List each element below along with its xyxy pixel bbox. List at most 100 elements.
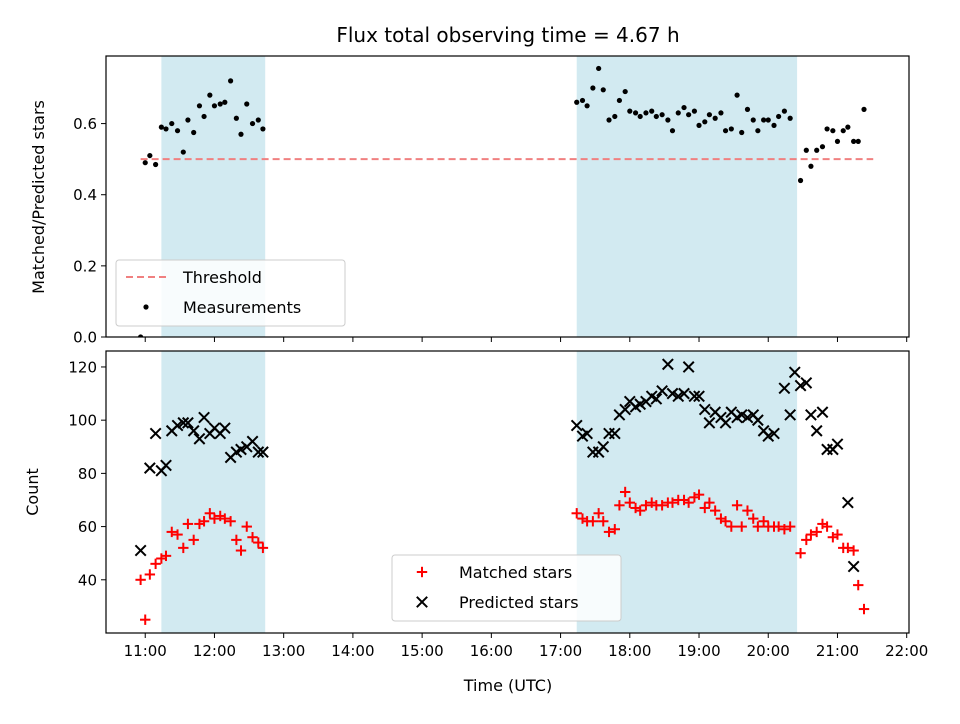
- x-tick-label: 17:00: [539, 642, 582, 660]
- measurements-point: [776, 113, 782, 120]
- matched-stars-point: [135, 574, 146, 585]
- predicted-stars-point: [570, 419, 583, 432]
- measurements-point: [153, 161, 159, 168]
- predicted-stars-point: [805, 408, 817, 421]
- measurements-point: [722, 128, 729, 134]
- measurements-point: [233, 115, 239, 121]
- matched-stars-point: [619, 486, 631, 498]
- measurements-point: [238, 131, 244, 137]
- predicted-stars-point: [794, 379, 807, 392]
- matched-stars-point: [231, 534, 242, 546]
- legend-marker: [143, 304, 149, 310]
- measurements-point: [260, 126, 266, 132]
- matched-stars-point: [140, 614, 151, 625]
- matched-stars-point: [598, 516, 609, 527]
- matched-stars-point: [795, 547, 806, 559]
- measurements-point: [787, 115, 793, 121]
- x-tick-label: 16:00: [470, 642, 513, 660]
- legend: Threshold Measurements: [115, 259, 346, 327]
- measurements-point: [158, 124, 164, 130]
- predicted-stars-point: [831, 438, 844, 451]
- legend-label: Measurements: [183, 298, 301, 317]
- axes-frame: [105, 350, 910, 634]
- matched-stars-point: [842, 542, 854, 554]
- matched-stars-point: [748, 513, 759, 524]
- matched-stars-point: [634, 505, 646, 516]
- measurements-point: [819, 144, 826, 150]
- count-panel: 11:00 12:00 13:00 14:00 15:00 16:00 17:00 18:00…: [68, 350, 928, 660]
- matched-stars-point: [784, 521, 796, 532]
- predicted-stars-point: [597, 440, 610, 453]
- measurements-point: [718, 110, 724, 116]
- predicted-stars-point: [693, 390, 705, 403]
- matched-stars-point: [166, 526, 177, 538]
- matched-stars-point: [603, 526, 615, 538]
- measurements-point: [196, 103, 203, 109]
- x-tick-label: 21:00: [816, 642, 859, 660]
- measurements-point: [781, 108, 787, 114]
- observing-span: [576, 56, 798, 337]
- predicted-stars-point: [735, 408, 748, 421]
- y-tick-label: 0.0: [73, 329, 97, 347]
- matched-stars-point: [587, 516, 599, 527]
- y-tick-label: 80: [78, 465, 97, 483]
- matched-stars-point: [209, 513, 220, 524]
- y-tick-label: 40: [78, 571, 97, 589]
- matched-stars-point: [858, 603, 870, 615]
- matched-stars-point: [656, 500, 668, 511]
- measurements-point: [643, 110, 649, 116]
- predicted-stars-point: [661, 358, 674, 371]
- predicted-stars-point: [672, 390, 685, 403]
- measurements-point: [255, 117, 261, 123]
- predicted-stars-point: [847, 560, 860, 573]
- matched-stars-point: [667, 497, 678, 508]
- measurements-point: [185, 117, 191, 123]
- x-tick-label: 13:00: [262, 642, 305, 660]
- matched-stars-point: [241, 521, 252, 532]
- predicted-stars-point: [650, 392, 663, 405]
- measurements-point: [659, 112, 665, 118]
- measurements-point: [830, 128, 836, 134]
- measurements-point: [761, 117, 767, 123]
- measurements-point: [174, 128, 181, 134]
- predicted-stars-point: [198, 411, 210, 424]
- measurements-point: [622, 88, 628, 95]
- legend-marker: [416, 596, 428, 608]
- matched-stars-point: [736, 521, 747, 532]
- measurements-point: [824, 126, 830, 132]
- matched-stars-point: [204, 508, 216, 519]
- predicted-stars-point: [581, 427, 594, 440]
- ratio-panel: 0.0 0.2 0.4 0.6 Threshold Measurements: [73, 55, 910, 347]
- legend-label: Predicted stars: [459, 593, 579, 612]
- x-tick-label: 22:00: [885, 642, 928, 660]
- predicted-stars-point: [800, 377, 813, 389]
- matched-stars-point: [219, 513, 231, 524]
- measurements-point: [606, 117, 612, 123]
- matched-stars-point: [693, 489, 705, 500]
- measurements-point: [675, 110, 681, 116]
- matched-stars-point: [172, 529, 183, 540]
- matched-stars-point: [624, 497, 635, 508]
- predicted-stars-point: [741, 411, 754, 424]
- matched-stars-point: [848, 545, 859, 556]
- matched-stars-point: [805, 529, 817, 540]
- x-tick-label: 12:00: [193, 642, 236, 660]
- matched-stars-point: [720, 516, 731, 527]
- measurements-point: [696, 122, 702, 128]
- measurements-point: [201, 113, 207, 120]
- observing-span: [161, 351, 266, 633]
- matched-stars-point: [779, 524, 790, 535]
- measurements-point: [765, 117, 771, 123]
- y-tick-label: 0.2: [73, 257, 97, 275]
- measurements-point: [686, 112, 692, 118]
- matched-stars-point: [614, 500, 625, 511]
- y-tick-label: 60: [78, 518, 97, 536]
- measurements-point: [669, 128, 676, 134]
- matched-stars-point: [609, 524, 620, 535]
- matched-stars-point: [150, 558, 161, 570]
- matched-stars-point: [182, 518, 194, 530]
- measurements-point: [861, 106, 867, 112]
- legend-marker: [416, 566, 428, 578]
